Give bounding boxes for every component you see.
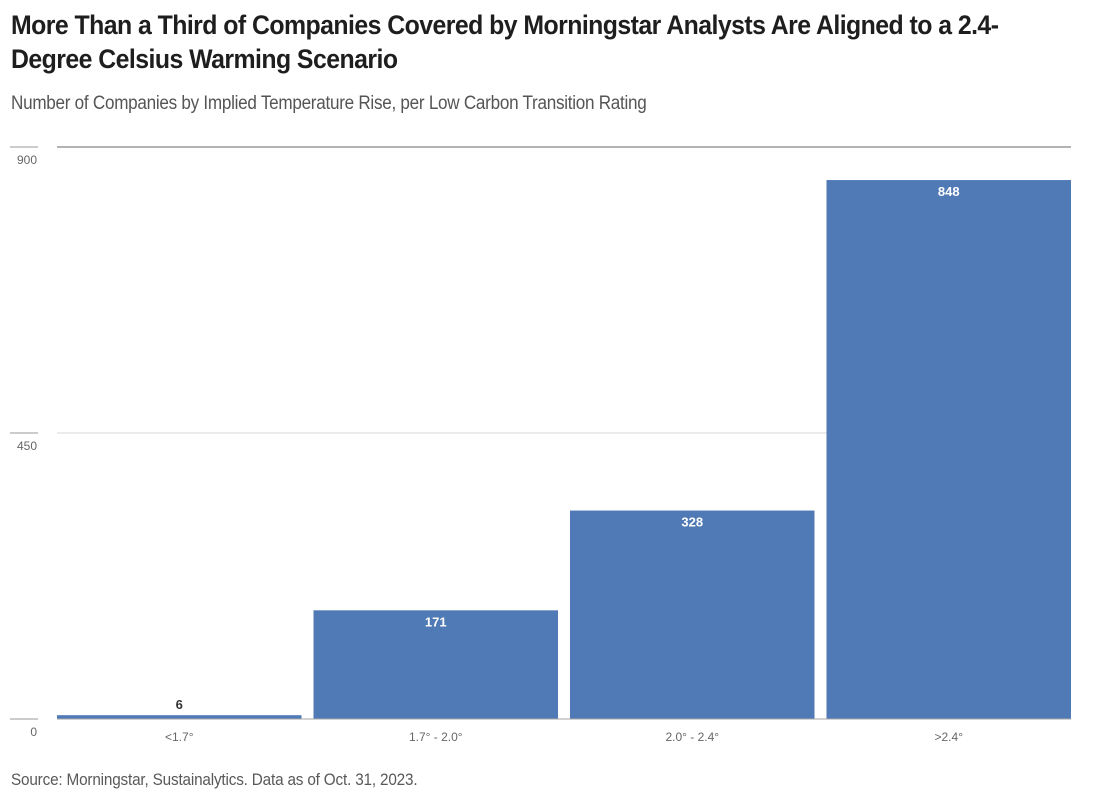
data-labels: 6 171 328 848 — [176, 184, 960, 712]
data-label-0: 6 — [176, 697, 183, 712]
x-tick-label-2: 2.0° - 2.4° — [665, 730, 719, 744]
source-note: Source: Morningstar, Sustainalytics. Dat… — [11, 770, 418, 789]
x-tick-label-1: 1.7° - 2.0° — [409, 730, 463, 744]
bars — [57, 180, 1071, 719]
data-label-3: 848 — [938, 184, 960, 199]
data-label-1: 171 — [425, 614, 447, 629]
bar-0 — [57, 715, 302, 719]
y-tick-label: 900 — [17, 153, 37, 167]
y-tick-label: 450 — [17, 439, 37, 453]
bar-2 — [570, 510, 815, 719]
chart-subtitle: Number of Companies by Implied Temperatu… — [11, 93, 647, 114]
x-tick-label-0: <1.7° — [165, 730, 194, 744]
bar-3 — [826, 180, 1071, 719]
chart-title: More Than a Third of Companies Covered b… — [11, 10, 999, 74]
x-tick-label-3: >2.4° — [935, 730, 964, 744]
data-label-2: 328 — [681, 515, 703, 530]
bar-1 — [313, 610, 558, 719]
axes: 0 450 900 <1.7° 1.7° - 2.0° 2.0° - 2.4° >2.4° — [10, 146, 1071, 744]
y-tick-label: 0 — [30, 725, 37, 739]
